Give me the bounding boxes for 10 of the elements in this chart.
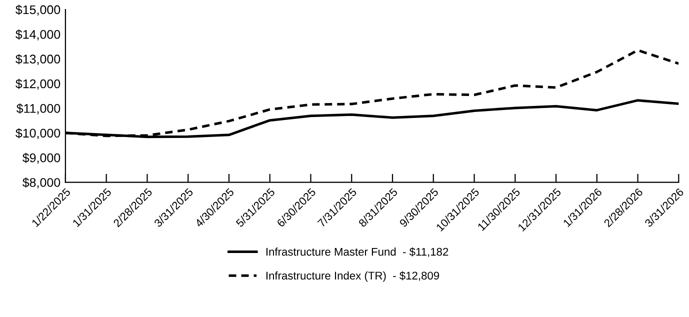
y-tick-label: $8,000 — [22, 178, 60, 188]
y-tick-label: $12,000 — [16, 78, 60, 90]
y-tick-label: $9,000 — [22, 152, 60, 164]
y-tick-label: $11,000 — [16, 104, 60, 114]
legend-label: Infrastructure Index (TR) - $12,809 — [266, 271, 440, 282]
y-tick-label: $14,000 — [16, 29, 60, 40]
y-tick-label: $10,000 — [16, 128, 60, 140]
y-tick-label: $15,000 — [16, 4, 60, 16]
legend-label: Infrastructure Master Fund - $11,182 — [266, 247, 448, 258]
y-tick-label: $13,000 — [16, 54, 60, 65]
